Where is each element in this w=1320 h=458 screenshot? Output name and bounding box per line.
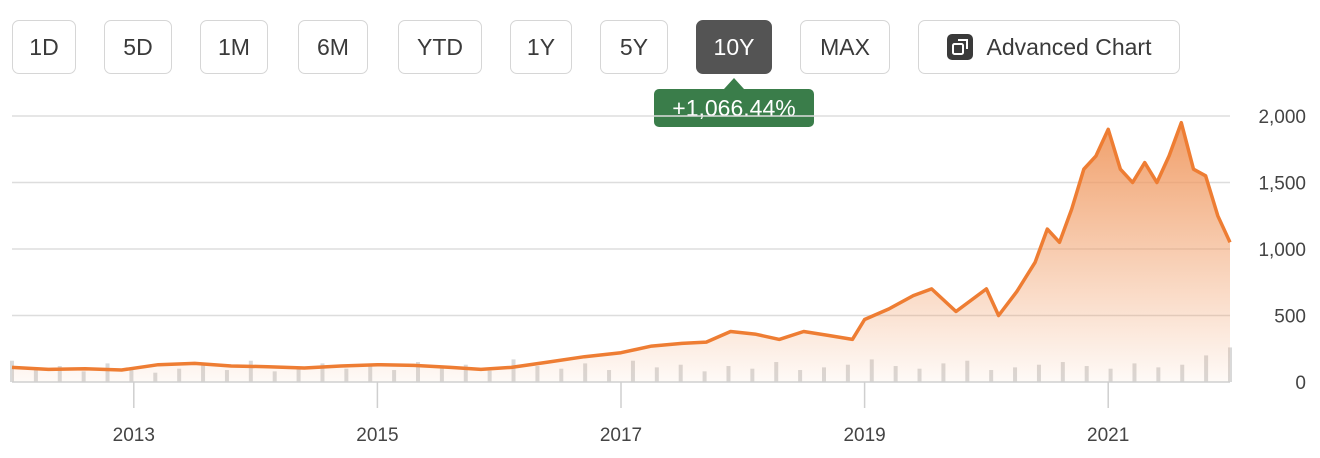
range-button-10y[interactable]: 10Y bbox=[696, 20, 772, 74]
advanced-chart-label: Advanced Chart bbox=[986, 33, 1152, 60]
price-area bbox=[12, 122, 1230, 382]
range-button-6m[interactable]: 6M bbox=[298, 20, 368, 74]
range-button-ytd[interactable]: YTD bbox=[398, 20, 482, 74]
range-button-max[interactable]: MAX bbox=[800, 20, 890, 74]
range-button-5d[interactable]: 5D bbox=[104, 20, 172, 74]
x-tick-label: 2013 bbox=[113, 425, 155, 446]
expand-icon bbox=[946, 34, 973, 60]
x-tick-label: 2019 bbox=[843, 425, 885, 446]
x-tick-label: 2015 bbox=[356, 425, 398, 446]
price-line bbox=[11, 120, 1232, 372]
x-tick-label: 2021 bbox=[1087, 425, 1129, 446]
x-tick-label: 2017 bbox=[600, 425, 642, 446]
advanced-chart-button[interactable]: Advanced Chart bbox=[918, 20, 1180, 74]
y-tick-label: 0 bbox=[1295, 373, 1306, 394]
range-button-5y[interactable]: 5Y bbox=[600, 20, 668, 74]
badge-pointer bbox=[724, 78, 744, 89]
y-tick-label: 500 bbox=[1274, 307, 1306, 328]
range-selector: 1D 5D 1M 6M YTD 1Y 5Y 10Y MAX Advanced C… bbox=[0, 20, 1320, 76]
y-tick-label: 2,000 bbox=[1258, 107, 1306, 128]
y-tick-label: 1,000 bbox=[1258, 240, 1306, 261]
y-axis-ticks: 2,000 1,500 1,000 500 0 bbox=[1258, 107, 1306, 394]
range-button-1y[interactable]: 1Y bbox=[510, 20, 572, 74]
range-button-1d[interactable]: 1D bbox=[12, 20, 76, 74]
y-tick-label: 1,500 bbox=[1258, 174, 1306, 195]
x-axis-ticks: 2013 2015 2017 2019 2021 bbox=[113, 382, 1129, 446]
range-button-1m[interactable]: 1M bbox=[200, 20, 268, 74]
